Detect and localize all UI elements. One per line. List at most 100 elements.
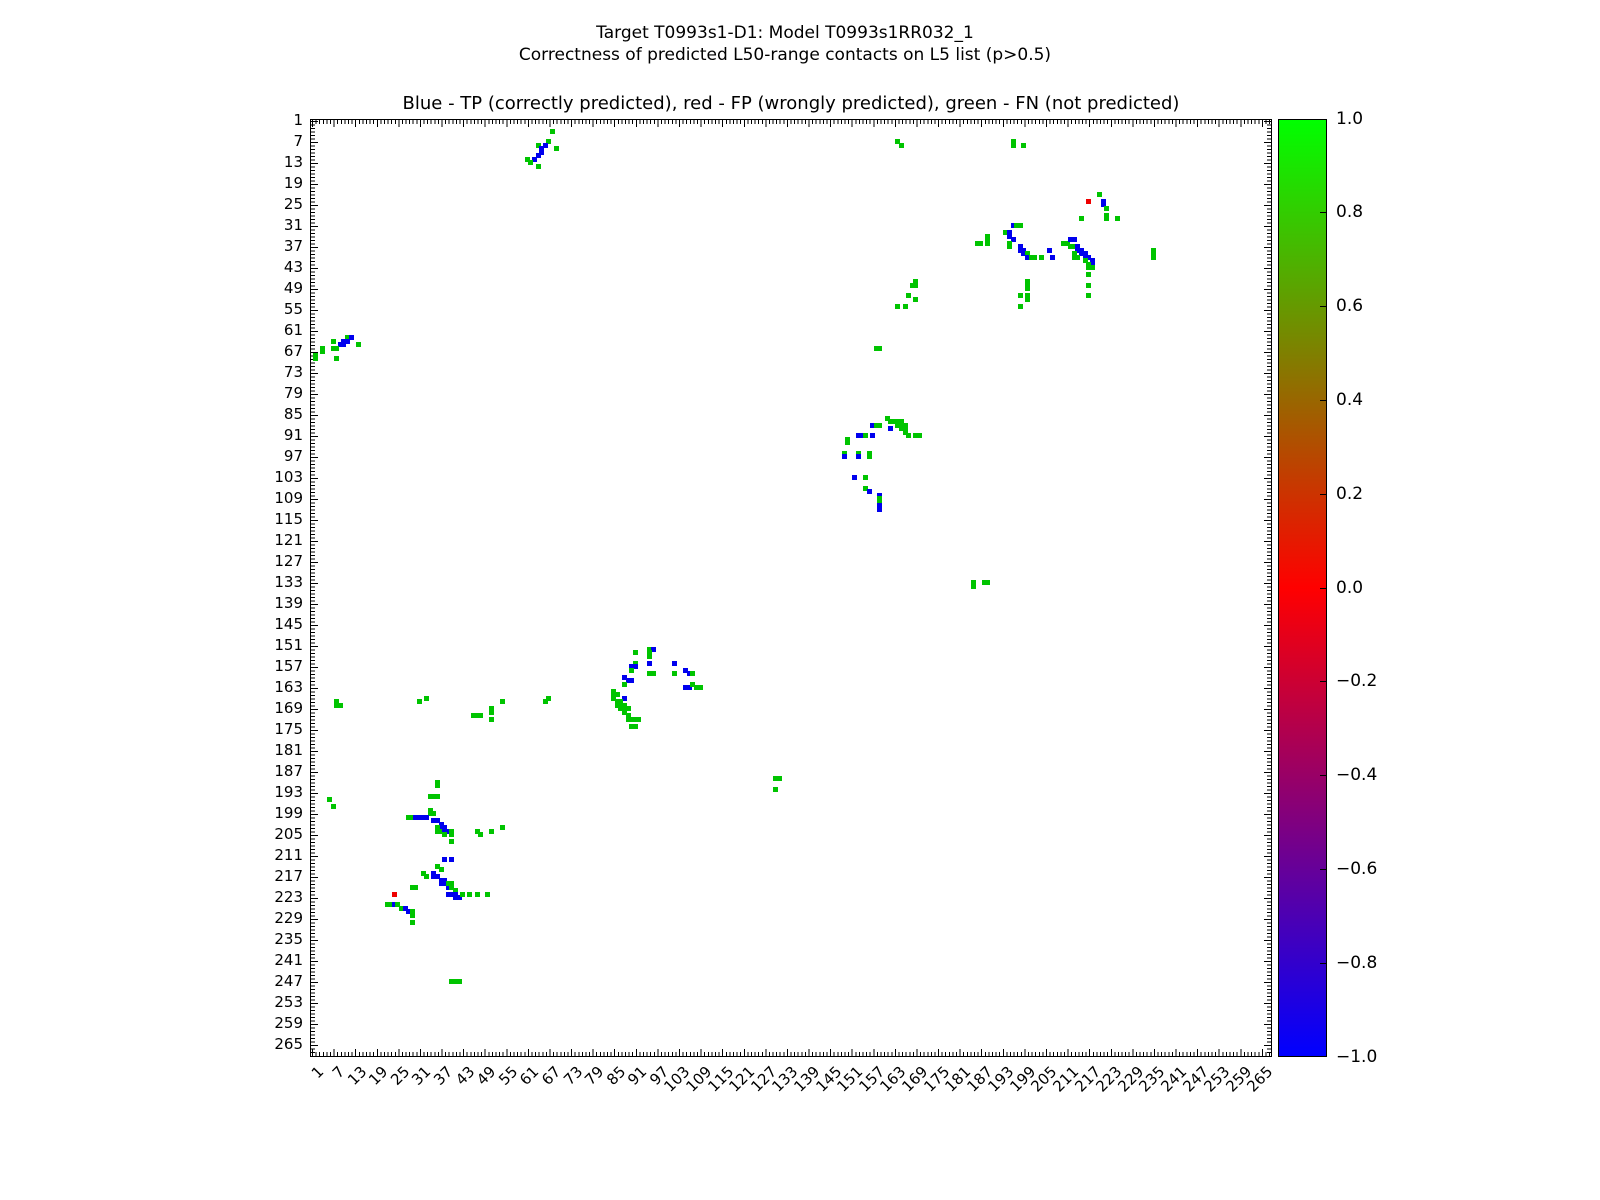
- contact-tp-marker: [434, 818, 440, 823]
- contact-tp-marker: [413, 814, 419, 820]
- contact-fn-marker: [773, 776, 779, 781]
- colorbar-tick-label: 0.8: [1336, 202, 1364, 223]
- contact-fn-marker: [312, 356, 318, 361]
- contact-fn-marker: [1014, 223, 1020, 228]
- contact-fn-marker: [474, 828, 480, 834]
- contact-fn-marker: [632, 716, 638, 722]
- y-tick-label: 49: [283, 279, 303, 297]
- contact-fn-marker: [478, 713, 484, 718]
- colorbar-tick-label: 1.0: [1336, 108, 1364, 129]
- contact-fn-marker: [409, 909, 415, 914]
- contact-fn-marker: [1007, 244, 1012, 249]
- y-tick-label: 73: [283, 363, 303, 381]
- contact-fn-marker: [337, 702, 343, 708]
- contact-fn-marker: [611, 692, 617, 697]
- contact-fn-marker: [899, 419, 905, 424]
- contact-fn-marker: [449, 881, 455, 886]
- contact-tp-marker: [442, 825, 448, 830]
- contact-tp-marker: [1068, 237, 1074, 242]
- contact-tp-marker: [1089, 258, 1095, 263]
- contact-fn-marker: [902, 426, 908, 431]
- contact-fn-marker: [449, 884, 455, 890]
- y-tick-label: 19: [283, 174, 303, 192]
- contact-fn-marker: [985, 240, 991, 246]
- contact-fn-marker: [985, 580, 991, 585]
- colorbar-tick-label: −1.0: [1336, 1046, 1378, 1067]
- contact-tp-marker: [449, 891, 455, 897]
- contact-tp-marker: [1100, 198, 1106, 204]
- contact-tp-marker: [877, 506, 883, 512]
- contact-fn-marker: [895, 303, 901, 309]
- contact-fn-marker: [877, 345, 883, 351]
- contact-fn-marker: [1025, 282, 1030, 288]
- contact-fn-marker: [895, 422, 901, 428]
- contact-fn-marker: [384, 902, 390, 907]
- contact-fn-marker: [614, 692, 620, 697]
- contact-fn-marker: [622, 706, 628, 711]
- y-tick-label: 79: [283, 384, 303, 402]
- contact-tp-marker: [434, 874, 440, 879]
- contact-fn-marker: [985, 233, 991, 239]
- contact-fn-marker: [499, 699, 505, 704]
- contact-fn-marker: [355, 342, 361, 347]
- contact-tp-marker: [456, 895, 462, 900]
- contact-tp-marker: [452, 891, 458, 897]
- contact-fn-marker: [622, 709, 628, 715]
- colorbar-tick: [1320, 681, 1326, 683]
- contact-tp-marker: [431, 874, 437, 879]
- contact-fn-marker: [647, 671, 653, 676]
- y-tick-label: 241: [274, 951, 303, 969]
- contact-fn-marker: [452, 979, 458, 984]
- contact-fn-marker: [416, 699, 422, 704]
- contact-fn-marker: [650, 671, 656, 676]
- contact-tp-marker: [532, 156, 538, 162]
- colorbar-tick: [1320, 775, 1326, 777]
- colorbar-tick-label: −0.2: [1336, 671, 1378, 692]
- colorbar-tick: [1320, 212, 1326, 214]
- contact-tp-marker: [629, 678, 635, 683]
- y-tick-label: 265: [274, 1035, 303, 1053]
- contact-tp-marker: [683, 685, 689, 690]
- contact-fn-marker: [1071, 254, 1077, 260]
- contact-fn-marker: [431, 793, 437, 799]
- contact-fn-marker: [690, 681, 696, 687]
- contact-fn-marker: [636, 716, 642, 722]
- contact-fn-marker: [460, 891, 466, 897]
- colorbar-tick-label: −0.8: [1336, 952, 1378, 973]
- contact-fn-marker: [841, 450, 847, 456]
- contact-tp-marker: [1071, 237, 1077, 242]
- contact-tp-marker: [442, 856, 448, 862]
- contact-fn-marker: [913, 279, 919, 284]
- contact-tp-marker: [1100, 202, 1106, 207]
- contact-tp-marker: [625, 678, 631, 683]
- contact-tp-marker: [431, 818, 437, 823]
- y-tick-label: 97: [283, 447, 303, 465]
- y-tick-label: 31: [283, 216, 303, 234]
- contact-fn-marker: [899, 426, 905, 431]
- contact-fn-marker: [434, 863, 440, 869]
- colorbar-tick-label: 0.4: [1336, 389, 1364, 410]
- contact-tp-marker: [1025, 254, 1030, 260]
- contact-fn-marker: [614, 699, 620, 704]
- y-tick-label: 205: [274, 825, 303, 843]
- contact-fn-marker: [334, 702, 340, 708]
- colorbar-tick: [1320, 493, 1326, 495]
- contact-fn-marker: [622, 681, 628, 687]
- contact-fn-marker: [474, 891, 480, 897]
- contact-fn-marker: [1017, 223, 1023, 228]
- x-tick-label: 7: [328, 1062, 349, 1083]
- contact-fn-marker: [917, 433, 923, 438]
- contact-fn-marker: [913, 433, 919, 438]
- y-axis-left-minor-ticks: [311, 121, 315, 1055]
- y-tick-label: 211: [274, 846, 303, 864]
- contact-tp-marker: [442, 828, 448, 834]
- contact-fn-marker: [445, 881, 451, 886]
- contact-fn-marker: [1104, 205, 1110, 211]
- contact-fn-marker: [902, 303, 908, 309]
- contact-fn-marker: [434, 825, 440, 830]
- contact-fn-marker: [971, 580, 977, 585]
- contact-fn-marker: [632, 650, 638, 655]
- contact-fn-marker: [1060, 240, 1066, 246]
- contact-tp-marker: [841, 454, 847, 459]
- contact-fn-marker: [863, 433, 869, 438]
